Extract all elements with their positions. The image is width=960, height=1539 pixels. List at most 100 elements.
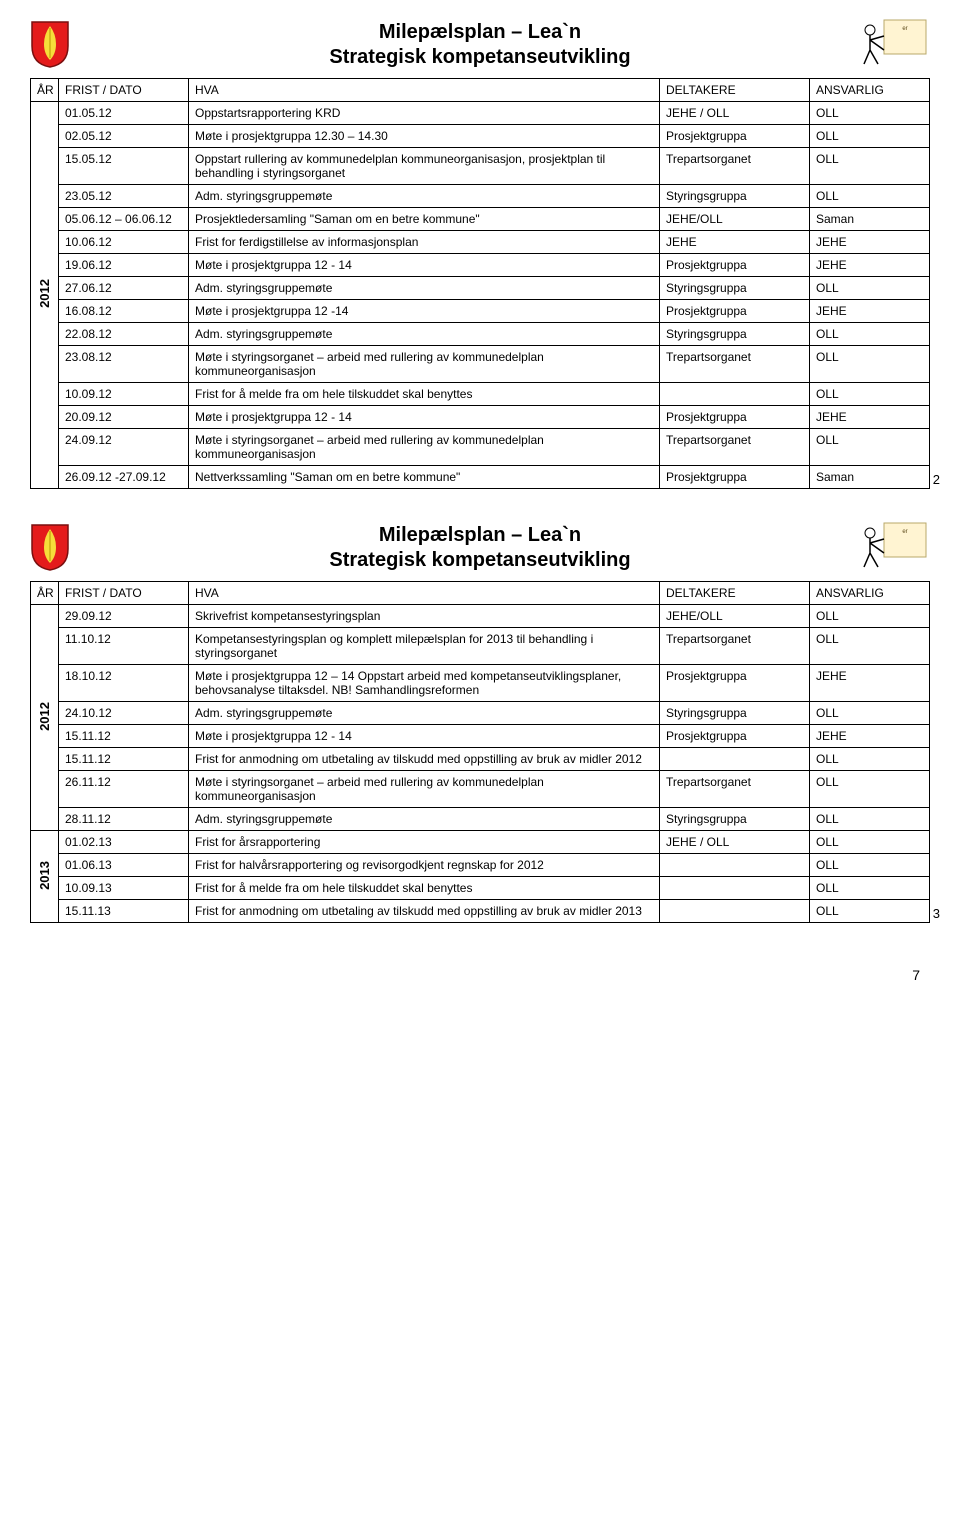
table-row: 19.06.12Møte i prosjektgruppa 12 - 14Pro… bbox=[31, 254, 930, 277]
cell-deltakere: Prosjektgruppa bbox=[660, 300, 810, 323]
cell-ansvarlig: JEHE bbox=[810, 665, 930, 702]
table-row: 20.09.12Møte i prosjektgruppa 12 - 14Pro… bbox=[31, 406, 930, 429]
cell-ansvarlig: OLL bbox=[810, 771, 930, 808]
table-row: 27.06.12Adm. styringsgruppemøteStyringsg… bbox=[31, 277, 930, 300]
cell-dato: 11.10.12 bbox=[59, 628, 189, 665]
cell-ansvarlig: OLL bbox=[810, 854, 930, 877]
col-header-dato: FRIST / DATO bbox=[59, 79, 189, 102]
header-graphic: er bbox=[850, 519, 930, 578]
cell-deltakere bbox=[660, 877, 810, 900]
header-graphic: er bbox=[850, 16, 930, 75]
header-row-1: Milepælsplan – Lea`n Strategisk kompetan… bbox=[30, 20, 930, 70]
year-cell: 2012 bbox=[31, 605, 59, 831]
title-line-2: Strategisk kompetanseutvikling bbox=[329, 548, 630, 573]
title-line-1: Milepælsplan – Lea`n bbox=[329, 523, 630, 548]
cell-hva: Adm. styringsgruppemøte bbox=[189, 808, 660, 831]
cell-hva: Møte i styringsorganet – arbeid med rull… bbox=[189, 771, 660, 808]
cell-ansvarlig: Saman bbox=[810, 208, 930, 231]
table-row: 201301.02.13Frist for årsrapporteringJEH… bbox=[31, 831, 930, 854]
cell-dato: 01.02.13 bbox=[59, 831, 189, 854]
cell-deltakere: Styringsgruppa bbox=[660, 323, 810, 346]
title-block: Milepælsplan – Lea`n Strategisk kompetan… bbox=[329, 20, 630, 70]
header-row-2: Milepælsplan – Lea`n Strategisk kompetan… bbox=[30, 523, 930, 573]
table-row: 05.06.12 – 06.06.12Prosjektledersamling … bbox=[31, 208, 930, 231]
cell-ansvarlig: OLL bbox=[810, 628, 930, 665]
svg-text:er: er bbox=[902, 529, 907, 535]
year-cell: 2013 bbox=[31, 831, 59, 923]
col-header-dato: FRIST / DATO bbox=[59, 582, 189, 605]
cell-dato: 10.09.13 bbox=[59, 877, 189, 900]
cell-ansvarlig: OLL bbox=[810, 102, 930, 125]
table-row: 10.06.12Frist for ferdigstillelse av inf… bbox=[31, 231, 930, 254]
cell-ansvarlig: OLL bbox=[810, 900, 930, 923]
cell-hva: Adm. styringsgruppemøte bbox=[189, 702, 660, 725]
col-header-ansv: ANSVARLIG bbox=[810, 79, 930, 102]
table-row: 26.11.12Møte i styringsorganet – arbeid … bbox=[31, 771, 930, 808]
cell-dato: 23.05.12 bbox=[59, 185, 189, 208]
table-row: 24.10.12Adm. styringsgruppemøteStyringsg… bbox=[31, 702, 930, 725]
cell-ansvarlig: OLL bbox=[810, 346, 930, 383]
cell-ansvarlig: JEHE bbox=[810, 231, 930, 254]
title-line-1: Milepælsplan – Lea`n bbox=[329, 20, 630, 45]
cell-ansvarlig: OLL bbox=[810, 185, 930, 208]
table-row: 22.08.12Adm. styringsgruppemøteStyringsg… bbox=[31, 323, 930, 346]
col-header-ar: ÅR bbox=[31, 582, 59, 605]
cell-ansvarlig: OLL bbox=[810, 148, 930, 185]
cell-ansvarlig: OLL bbox=[810, 808, 930, 831]
cell-deltakere: Trepartsorganet bbox=[660, 771, 810, 808]
milestone-table-2: ÅR FRIST / DATO HVA DELTAKERE ANSVARLIG … bbox=[30, 581, 930, 923]
cell-hva: Frist for å melde fra om hele tilskuddet… bbox=[189, 383, 660, 406]
cell-dato: 24.10.12 bbox=[59, 702, 189, 725]
cell-hva: Møte i prosjektgruppa 12.30 – 14.30 bbox=[189, 125, 660, 148]
cell-dato: 15.11.12 bbox=[59, 748, 189, 771]
cell-deltakere bbox=[660, 900, 810, 923]
cell-deltakere: Trepartsorganet bbox=[660, 346, 810, 383]
table-row: 16.08.12Møte i prosjektgruppa 12 -14Pros… bbox=[31, 300, 930, 323]
table-row: 23.08.12Møte i styringsorganet – arbeid … bbox=[31, 346, 930, 383]
slide-number-2: 3 bbox=[933, 906, 940, 921]
cell-dato: 19.06.12 bbox=[59, 254, 189, 277]
cell-dato: 29.09.12 bbox=[59, 605, 189, 628]
col-header-ansv: ANSVARLIG bbox=[810, 582, 930, 605]
col-header-hva: HVA bbox=[189, 79, 660, 102]
cell-dato: 10.06.12 bbox=[59, 231, 189, 254]
table-row: 01.06.13Frist for halvårsrapportering og… bbox=[31, 854, 930, 877]
col-header-delt: DELTAKERE bbox=[660, 582, 810, 605]
cell-hva: Møte i styringsorganet – arbeid med rull… bbox=[189, 346, 660, 383]
cell-hva: Oppstart rullering av kommunedelplan kom… bbox=[189, 148, 660, 185]
cell-dato: 20.09.12 bbox=[59, 406, 189, 429]
table-row: 15.11.12Møte i prosjektgruppa 12 - 14Pro… bbox=[31, 725, 930, 748]
cell-hva: Møte i prosjektgruppa 12 - 14 bbox=[189, 725, 660, 748]
cell-deltakere: Trepartsorganet bbox=[660, 148, 810, 185]
cell-dato: 01.05.12 bbox=[59, 102, 189, 125]
cell-dato: 16.08.12 bbox=[59, 300, 189, 323]
cell-ansvarlig: OLL bbox=[810, 429, 930, 466]
table-row: 10.09.12Frist for å melde fra om hele ti… bbox=[31, 383, 930, 406]
cell-dato: 02.05.12 bbox=[59, 125, 189, 148]
cell-deltakere: Styringsgruppa bbox=[660, 277, 810, 300]
milestone-table-1: ÅR FRIST / DATO HVA DELTAKERE ANSVARLIG … bbox=[30, 78, 930, 489]
cell-hva: Frist for årsrapportering bbox=[189, 831, 660, 854]
cell-dato: 23.08.12 bbox=[59, 346, 189, 383]
cell-deltakere: Prosjektgruppa bbox=[660, 466, 810, 489]
table-row: 10.09.13Frist for å melde fra om hele ti… bbox=[31, 877, 930, 900]
cell-deltakere: Trepartsorganet bbox=[660, 429, 810, 466]
table-row: 02.05.12Møte i prosjektgruppa 12.30 – 14… bbox=[31, 125, 930, 148]
cell-dato: 22.08.12 bbox=[59, 323, 189, 346]
section-2: Milepælsplan – Lea`n Strategisk kompetan… bbox=[30, 523, 930, 923]
cell-ansvarlig: OLL bbox=[810, 605, 930, 628]
cell-dato: 27.06.12 bbox=[59, 277, 189, 300]
cell-ansvarlig: JEHE bbox=[810, 300, 930, 323]
col-header-ar: ÅR bbox=[31, 79, 59, 102]
cell-deltakere: Trepartsorganet bbox=[660, 628, 810, 665]
table-row: 23.05.12Adm. styringsgruppemøteStyringsg… bbox=[31, 185, 930, 208]
cell-deltakere: JEHE / OLL bbox=[660, 102, 810, 125]
section-1: Milepælsplan – Lea`n Strategisk kompetan… bbox=[30, 20, 930, 489]
cell-ansvarlig: JEHE bbox=[810, 725, 930, 748]
table-row: 15.05.12Oppstart rullering av kommunedel… bbox=[31, 148, 930, 185]
col-header-delt: DELTAKERE bbox=[660, 79, 810, 102]
cell-hva: Frist for anmodning om utbetaling av til… bbox=[189, 748, 660, 771]
table-row: 26.09.12 -27.09.12Nettverkssamling "Sama… bbox=[31, 466, 930, 489]
cell-hva: Oppstartsrapportering KRD bbox=[189, 102, 660, 125]
cell-deltakere: JEHE/OLL bbox=[660, 208, 810, 231]
